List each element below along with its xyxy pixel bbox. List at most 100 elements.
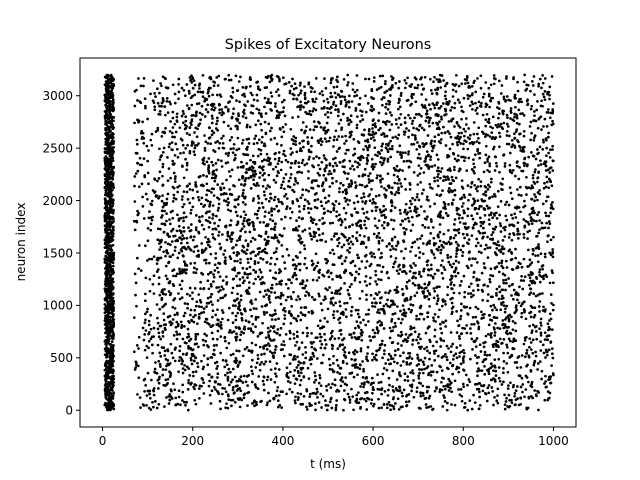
spike-point <box>319 346 323 350</box>
spike-point <box>193 308 197 312</box>
spike-point <box>533 306 537 310</box>
spike-point <box>457 261 461 264</box>
spike-point <box>207 225 211 229</box>
spike-point <box>495 106 499 109</box>
spike-point <box>476 77 479 80</box>
spike-point <box>501 177 505 181</box>
spike-point <box>450 381 453 385</box>
spike-point <box>423 225 427 229</box>
spike-point <box>201 183 204 187</box>
spike-point <box>357 103 361 106</box>
spike-point <box>515 164 519 168</box>
spike-point <box>143 299 147 303</box>
spike-point <box>337 336 341 340</box>
spike-point <box>227 151 231 155</box>
spike-point <box>219 296 222 300</box>
spike-point <box>262 310 266 314</box>
spike-point <box>174 175 177 178</box>
spike-point <box>296 229 299 232</box>
spike-point <box>514 216 518 219</box>
spike-point <box>162 312 166 315</box>
spike-point <box>259 256 262 260</box>
spike-point <box>354 308 358 312</box>
spike-point <box>250 358 254 362</box>
spike-point <box>433 256 437 260</box>
spike-point <box>438 388 442 391</box>
spike-point <box>144 192 148 196</box>
spike-point <box>523 73 527 77</box>
spike-point <box>105 224 109 228</box>
spike-point <box>111 286 115 289</box>
spike-point <box>498 145 501 149</box>
spike-point <box>168 243 172 247</box>
spike-point <box>532 292 536 296</box>
spike-point <box>511 118 515 122</box>
spike-point <box>160 134 164 138</box>
spike-point <box>277 209 281 213</box>
spike-point <box>493 306 497 309</box>
spike-point <box>108 183 112 187</box>
spike-point <box>452 262 455 266</box>
spike-point <box>183 269 186 272</box>
spike-point <box>339 217 342 221</box>
spike-point <box>288 91 292 95</box>
spike-point <box>506 116 509 119</box>
spike-point <box>112 115 116 119</box>
spike-point <box>474 339 477 342</box>
spike-point <box>443 205 447 208</box>
spike-point <box>148 389 152 393</box>
spike-point <box>194 183 198 187</box>
spike-point <box>175 112 179 116</box>
spike-point <box>148 289 152 293</box>
spike-point <box>273 207 276 211</box>
spike-point <box>538 280 542 284</box>
spike-point <box>396 342 400 345</box>
spike-point <box>423 104 427 107</box>
spike-point <box>194 126 198 130</box>
spike-point <box>166 156 169 159</box>
spike-point <box>447 389 451 392</box>
spike-point <box>298 210 301 213</box>
spike-point <box>203 320 207 324</box>
spike-point <box>389 248 392 252</box>
spike-point <box>504 400 508 403</box>
spike-point <box>506 370 510 374</box>
spike-point <box>181 383 185 387</box>
spike-point <box>497 244 501 247</box>
spike-point <box>399 182 402 185</box>
spike-point <box>158 307 162 311</box>
spike-point <box>111 264 115 268</box>
spike-point <box>414 211 418 214</box>
spike-point <box>388 147 392 151</box>
spike-point <box>505 134 509 137</box>
spike-point <box>467 251 471 254</box>
spike-point <box>185 292 189 296</box>
spike-point <box>277 368 281 371</box>
spike-point <box>174 142 178 146</box>
spike-point <box>381 356 384 360</box>
spike-point <box>496 394 499 397</box>
spike-point <box>445 100 449 104</box>
spike-point <box>375 234 379 238</box>
spike-point <box>145 403 148 407</box>
spike-point <box>355 74 359 77</box>
spike-point <box>112 392 115 395</box>
spike-point <box>491 216 494 220</box>
spike-point <box>156 327 160 331</box>
spike-point <box>463 211 466 215</box>
spike-point <box>108 363 111 366</box>
spike-point <box>546 322 550 326</box>
spike-point <box>269 138 273 141</box>
spike-point <box>397 116 401 120</box>
spike-point <box>519 396 523 400</box>
spike-point <box>494 349 498 352</box>
spike-point <box>108 206 112 209</box>
spike-point <box>424 331 428 335</box>
spike-point <box>201 367 205 371</box>
spike-point <box>368 264 372 268</box>
spike-point <box>477 141 481 145</box>
spike-point <box>223 249 227 252</box>
spike-point <box>404 217 407 221</box>
spike-point <box>195 113 198 117</box>
spike-point <box>401 151 405 155</box>
